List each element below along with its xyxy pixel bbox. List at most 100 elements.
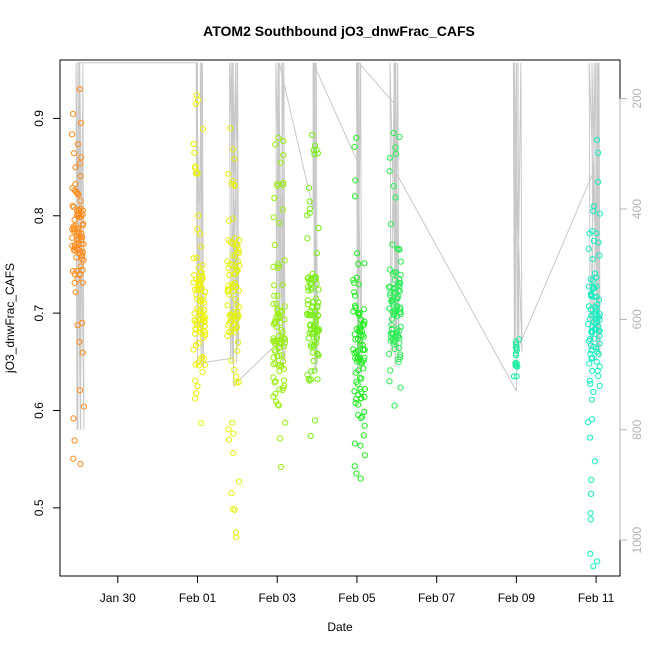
data-point — [77, 263, 84, 270]
right-axis-tick-label: 600 — [630, 309, 644, 329]
data-point — [233, 534, 240, 541]
data-point — [595, 149, 602, 156]
data-point — [227, 260, 234, 268]
data-point — [587, 490, 595, 497]
data-point — [280, 384, 287, 391]
data-point — [271, 292, 278, 299]
data-point — [314, 327, 321, 334]
data-point — [228, 357, 235, 364]
data-point — [389, 271, 396, 278]
data-point — [314, 376, 321, 383]
data-point — [72, 180, 79, 188]
data-point — [588, 476, 595, 483]
data-point — [351, 289, 358, 296]
data-point — [80, 403, 88, 410]
data-point — [595, 296, 603, 303]
data-point — [231, 366, 238, 373]
data-point — [193, 91, 200, 99]
data-point — [389, 330, 396, 337]
data-point — [388, 298, 395, 305]
data-point — [230, 146, 237, 153]
y-axis: 0.5 0.6 0.7 0.8 0.9 — [32, 110, 61, 516]
data-point — [274, 264, 281, 272]
data-point — [352, 304, 359, 311]
data-point — [355, 411, 362, 418]
data-point — [394, 295, 401, 302]
data-point — [198, 355, 205, 362]
x-tick-label: Feb 11 — [578, 591, 615, 605]
data-point — [202, 329, 209, 336]
data-point — [202, 331, 209, 339]
data-point — [73, 232, 80, 240]
data-point — [311, 417, 319, 424]
data-point — [270, 393, 277, 400]
data-point — [390, 129, 397, 137]
data-point — [275, 353, 283, 360]
data-point — [279, 281, 286, 288]
data-point — [77, 197, 84, 204]
data-point — [78, 236, 85, 243]
data-point — [77, 173, 84, 180]
data-point — [70, 455, 77, 462]
data-point — [226, 272, 233, 279]
y-tick-label: 0.5 — [32, 499, 46, 516]
data-point — [308, 368, 315, 375]
data-point — [272, 348, 279, 355]
altitude-profile — [195, 62, 204, 369]
data-point — [200, 355, 207, 362]
data-point — [191, 310, 198, 317]
data-point — [586, 335, 594, 343]
data-point — [226, 312, 233, 319]
data-point — [386, 154, 393, 161]
data-point — [74, 141, 82, 148]
data-point — [233, 373, 240, 380]
data-point — [76, 387, 84, 394]
data-point — [193, 276, 200, 283]
data-point — [275, 362, 282, 369]
data-point — [387, 289, 394, 296]
data-point — [280, 138, 287, 145]
data-point — [233, 379, 240, 386]
data-point — [281, 303, 288, 310]
data-point — [225, 282, 232, 289]
data-point — [355, 260, 362, 267]
data-point — [593, 358, 600, 365]
data-point — [512, 362, 519, 369]
data-point — [351, 388, 358, 395]
data-point — [79, 250, 86, 257]
right-axis-tick-label: 800 — [630, 419, 644, 439]
data-point — [588, 355, 595, 362]
data-point — [393, 150, 400, 157]
data-point — [307, 432, 314, 439]
data-point — [396, 133, 403, 140]
data-point — [351, 292, 359, 299]
data-point — [596, 382, 603, 389]
data-point — [588, 327, 595, 334]
data-point — [386, 305, 393, 312]
data-point — [585, 245, 592, 252]
data-point — [360, 432, 367, 439]
data-point — [229, 177, 236, 185]
right-axis-tick-label: 400 — [630, 199, 644, 219]
data-point — [226, 329, 233, 336]
data-point — [352, 369, 359, 376]
data-point — [190, 255, 197, 262]
data-point — [201, 318, 208, 325]
data-point — [201, 307, 208, 314]
data-point — [229, 419, 236, 426]
data-point — [357, 442, 364, 449]
data-point — [270, 300, 277, 307]
data-point — [388, 321, 395, 329]
data-point — [596, 340, 603, 347]
data-point — [354, 335, 362, 343]
data-point — [395, 287, 402, 294]
data-point — [304, 301, 311, 308]
data-point — [233, 323, 241, 330]
data-point — [74, 322, 81, 329]
data-point — [190, 140, 197, 148]
data-point — [191, 286, 198, 293]
data-point — [360, 346, 367, 354]
data-point — [388, 315, 396, 322]
data-point — [360, 357, 367, 364]
